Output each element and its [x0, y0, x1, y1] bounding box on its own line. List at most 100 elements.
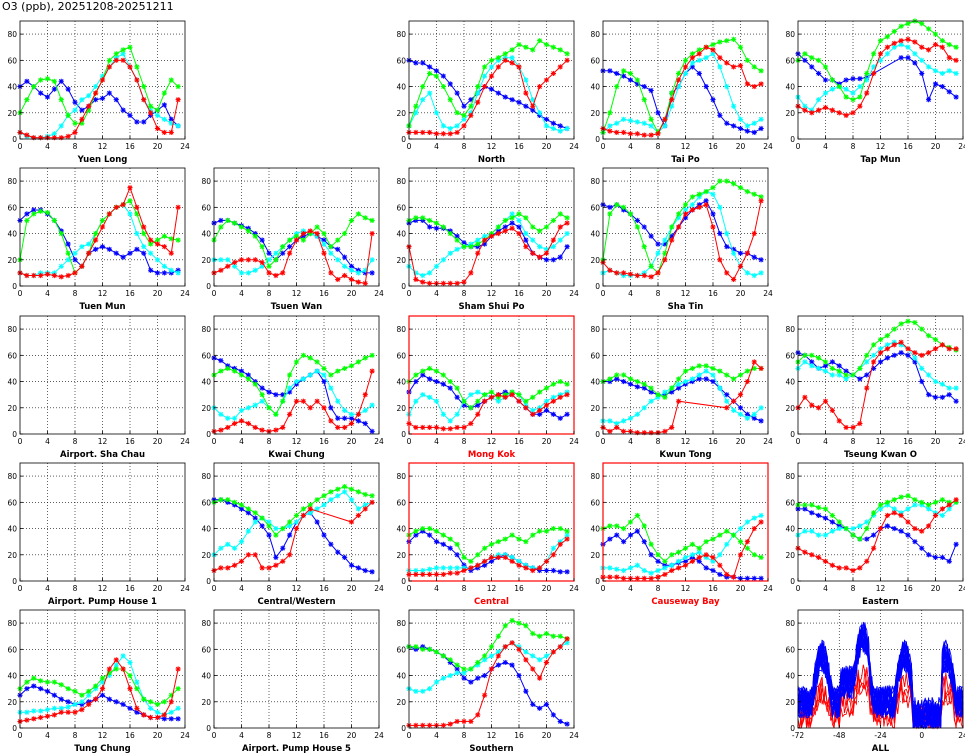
data-point — [245, 552, 251, 558]
data-point — [829, 512, 835, 519]
data-point — [516, 558, 522, 564]
y-tick-label: 80 — [590, 30, 600, 39]
data-point — [912, 350, 918, 356]
data-point — [502, 94, 508, 100]
data-point — [287, 552, 293, 558]
y-tick-label: 60 — [590, 56, 600, 65]
data-point — [662, 389, 668, 395]
data-point — [932, 554, 939, 560]
data-point — [44, 707, 51, 713]
data-point — [634, 224, 640, 230]
data-point — [710, 224, 716, 230]
data-point — [420, 567, 426, 574]
data-point — [72, 99, 78, 105]
data-point — [348, 497, 355, 503]
data-point — [348, 486, 355, 492]
data-point — [662, 241, 668, 247]
data-point — [225, 565, 231, 571]
series-line-0 — [603, 66, 762, 133]
data-point — [523, 402, 529, 408]
data-point — [543, 567, 550, 574]
data-point — [468, 110, 474, 116]
data-point — [86, 250, 92, 256]
data-point — [99, 217, 106, 224]
data-point — [127, 659, 133, 666]
data-point — [321, 372, 327, 378]
x-tick-label: 16 — [708, 289, 718, 298]
data-point — [614, 120, 620, 126]
data-point — [31, 716, 37, 722]
data-point — [454, 718, 460, 725]
data-point — [127, 211, 133, 217]
data-point — [454, 280, 460, 286]
data-point — [648, 233, 654, 239]
data-point — [564, 640, 570, 646]
data-point — [662, 558, 668, 564]
data-point — [550, 381, 556, 387]
data-point — [99, 679, 106, 685]
data-point — [245, 225, 251, 231]
data-point — [912, 497, 918, 503]
y-tick-label: 60 — [590, 498, 600, 507]
data-point — [148, 112, 154, 118]
data-point — [614, 420, 620, 427]
data-point — [689, 207, 695, 213]
data-point — [871, 352, 877, 358]
y-tick-label: 80 — [396, 177, 406, 186]
data-point — [953, 346, 959, 352]
data-point — [468, 718, 474, 725]
data-point — [175, 267, 181, 273]
y-tick-label: 0 — [595, 577, 600, 586]
data-point — [134, 64, 140, 70]
data-point — [509, 97, 515, 103]
data-point — [502, 55, 508, 61]
data-point — [141, 696, 147, 702]
data-point — [564, 57, 570, 63]
data-point — [816, 532, 822, 538]
data-point — [475, 90, 481, 96]
data-point — [287, 523, 293, 529]
x-tick-label: 20 — [542, 142, 552, 151]
data-point — [99, 224, 106, 230]
data-point — [218, 217, 224, 224]
data-point — [427, 90, 433, 96]
data-point — [355, 211, 361, 217]
data-point — [621, 372, 627, 378]
data-point — [454, 670, 460, 676]
data-point — [369, 368, 375, 374]
data-point — [621, 418, 627, 424]
data-point — [710, 536, 716, 542]
data-point — [259, 515, 265, 521]
data-point — [557, 254, 563, 260]
data-point — [168, 699, 174, 705]
data-point — [420, 215, 426, 221]
data-point — [79, 107, 85, 113]
data-point — [641, 405, 647, 411]
data-point — [857, 365, 863, 372]
y-tick-label: 20 — [396, 109, 406, 118]
data-point — [440, 381, 446, 387]
data-point — [280, 558, 286, 564]
data-point — [682, 381, 689, 387]
data-point — [65, 257, 71, 263]
data-point — [413, 103, 419, 109]
data-point — [58, 97, 64, 103]
data-point — [495, 653, 501, 659]
data-point — [369, 230, 375, 237]
data-point — [809, 110, 815, 116]
x-tick-label: 12 — [292, 584, 302, 593]
data-point — [537, 657, 543, 663]
data-point — [72, 257, 78, 263]
data-point — [72, 688, 78, 694]
y-tick-label: 0 — [12, 724, 17, 733]
series-line-3 — [213, 501, 373, 571]
y-tick-label: 0 — [12, 282, 17, 291]
data-point — [946, 392, 952, 398]
data-point — [461, 398, 467, 404]
y-tick-label: 20 — [396, 404, 406, 413]
data-point — [413, 646, 419, 652]
data-point — [113, 666, 119, 672]
data-point — [93, 683, 99, 689]
data-point — [537, 567, 543, 574]
